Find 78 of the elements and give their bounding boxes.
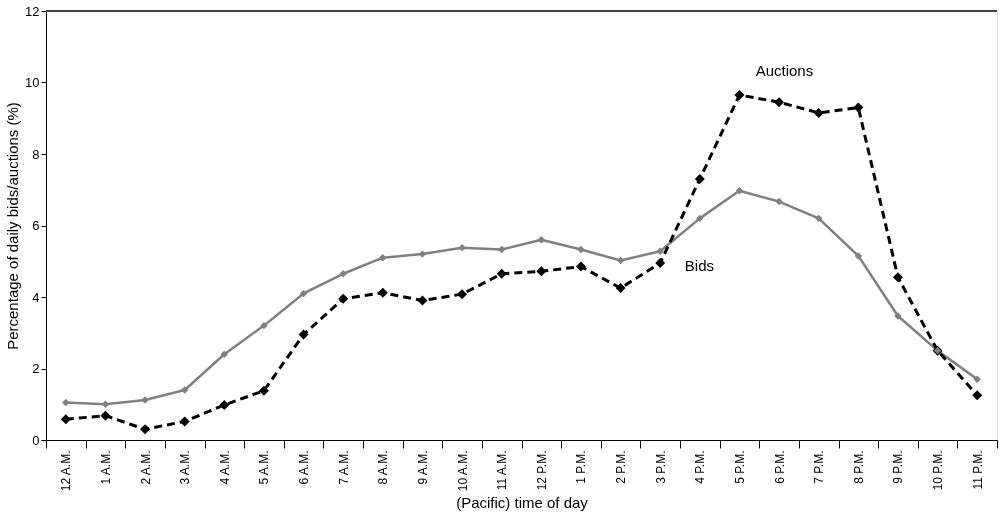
series-label: Bids — [684, 256, 715, 274]
x-tick-label: 7 A.M. — [336, 450, 351, 485]
point — [60, 414, 71, 425]
point — [62, 398, 70, 407]
point — [100, 410, 111, 421]
y-tick-label: 2 — [32, 361, 40, 376]
point — [973, 375, 981, 383]
point — [299, 289, 308, 298]
x-tick-label: 3 P.M. — [653, 450, 668, 484]
point — [814, 214, 823, 223]
x-tick-label: 6 P.M. — [772, 450, 787, 484]
point — [180, 386, 189, 394]
point — [696, 214, 704, 223]
x-tick-label: 6 A.M. — [297, 450, 312, 485]
point — [458, 243, 466, 252]
x-tick-label: 10 A.M. — [455, 450, 470, 492]
series-label: Auctions — [755, 62, 814, 80]
point — [496, 268, 507, 279]
point — [536, 266, 547, 277]
x-tick-label: 1 A.M. — [98, 450, 113, 485]
point — [220, 350, 229, 358]
x-tick-label: 4 A.M. — [217, 450, 232, 485]
point — [417, 295, 428, 306]
point — [338, 293, 349, 304]
point — [260, 321, 268, 330]
point — [457, 289, 468, 300]
x-tick-label: 4 P.M. — [693, 450, 708, 484]
x-tick-label: 9 P.M. — [891, 450, 906, 484]
point — [101, 400, 110, 408]
point — [892, 272, 903, 283]
point — [537, 236, 546, 244]
point — [694, 174, 705, 185]
y-tick-label: 4 — [32, 289, 40, 305]
point — [854, 252, 863, 260]
x-tick-label: 12 A.M. — [59, 450, 74, 492]
x-tick-label: 10 P.M. — [931, 450, 946, 491]
y-tick-label: 0 — [32, 432, 40, 448]
y-tick-label: 6 — [32, 218, 40, 233]
point — [258, 385, 269, 396]
y-tick-label: 12 — [25, 3, 40, 19]
x-tick-label: 2 A.M. — [138, 450, 153, 485]
point — [575, 261, 586, 272]
point — [655, 258, 666, 269]
x-tick-label: 12 P.M. — [534, 450, 549, 491]
x-tick-label: 5 P.M. — [732, 450, 747, 484]
x-tick-label: 8 P.M. — [851, 450, 866, 484]
point — [813, 107, 824, 118]
point — [219, 399, 230, 410]
x-tick-label: 9 A.M. — [415, 450, 430, 485]
point — [339, 270, 347, 278]
y-axis-title: Percentage of daily bids/auctions (%) — [4, 102, 22, 350]
x-tick-label: 7 P.M. — [812, 450, 827, 484]
x-tick-label: 1 P.M. — [574, 450, 589, 484]
point — [377, 287, 388, 298]
x-tick-label: 3 A.M. — [178, 450, 193, 485]
point — [734, 90, 745, 101]
point — [140, 424, 151, 435]
x-axis-title: (Pacific) time of day — [456, 493, 589, 511]
x-tick-label: 2 P.M. — [614, 450, 629, 484]
x-tick-label: 11 A.M. — [495, 450, 510, 491]
point — [656, 247, 664, 255]
point — [735, 187, 744, 195]
point — [577, 245, 585, 254]
y-tick-label: 8 — [32, 146, 40, 162]
point — [379, 253, 387, 262]
point — [497, 245, 506, 254]
y-tick-label: 10 — [25, 75, 40, 90]
point — [179, 416, 190, 427]
point — [615, 283, 626, 294]
point — [298, 329, 309, 340]
point — [775, 197, 783, 206]
x-tick-label: 11 P.M. — [970, 450, 985, 490]
point — [972, 390, 983, 401]
x-tick-label: 8 A.M. — [376, 450, 391, 485]
x-tick-label: 5 A.M. — [257, 450, 272, 485]
point — [853, 102, 864, 113]
point — [616, 256, 625, 265]
point — [774, 97, 785, 108]
